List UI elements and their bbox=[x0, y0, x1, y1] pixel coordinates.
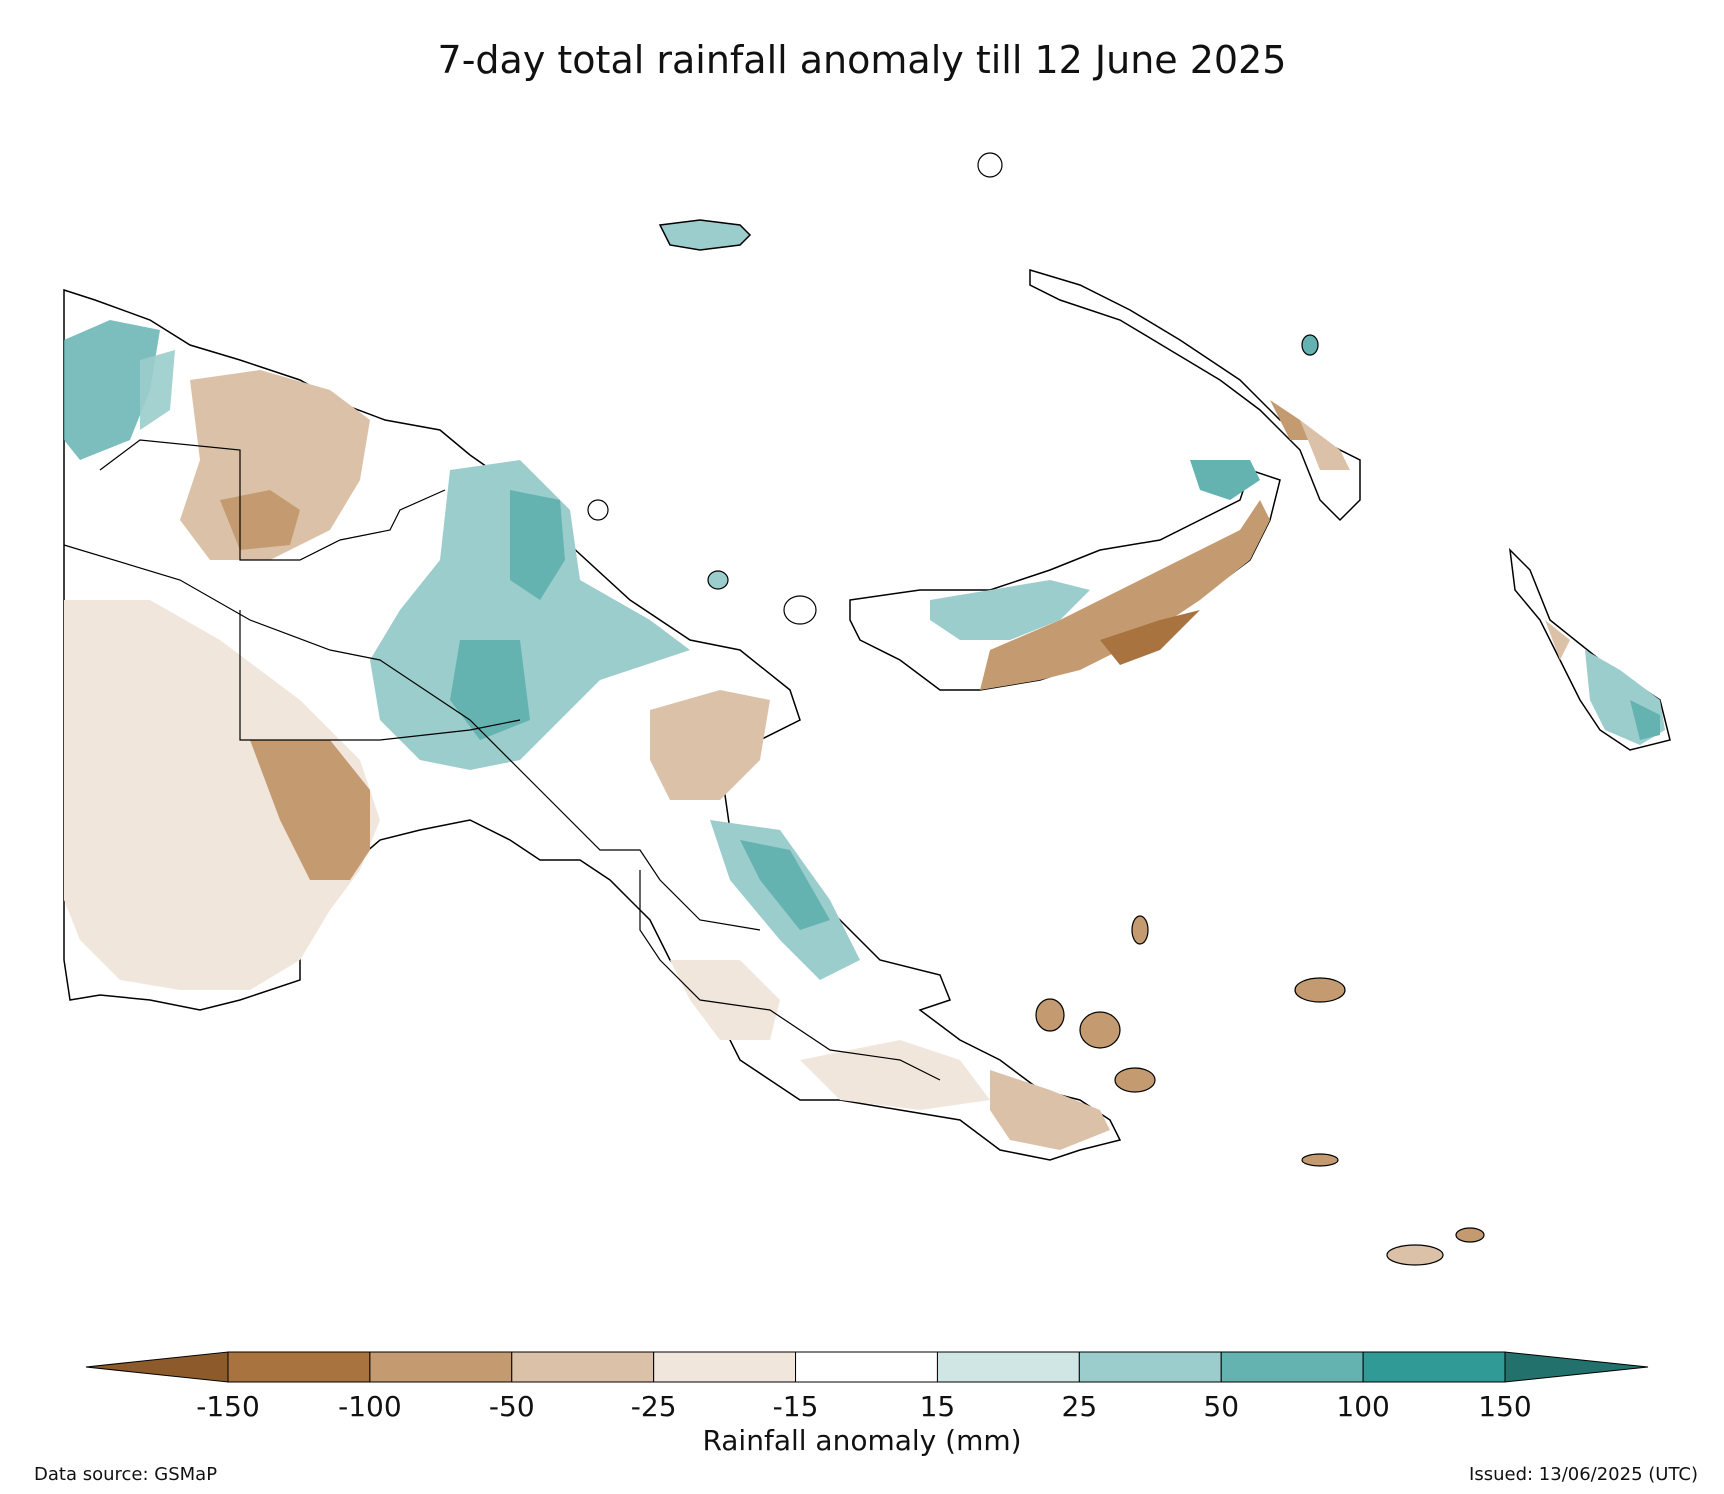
island bbox=[1455, 1227, 1485, 1243]
anomaly-region bbox=[140, 350, 175, 430]
colorbar-segment bbox=[653, 1351, 797, 1383]
colorbar-segment bbox=[369, 1351, 513, 1383]
colorbar-tick-label: 50 bbox=[1203, 1390, 1240, 1423]
colorbar-tick-label: 15 bbox=[919, 1390, 956, 1423]
colorbar-tick-label: -25 bbox=[630, 1390, 677, 1423]
anomaly-region bbox=[990, 1070, 1110, 1150]
anomaly-region bbox=[1190, 460, 1260, 500]
province-border bbox=[99, 439, 446, 561]
colorbar-tick-label: -100 bbox=[338, 1390, 402, 1423]
new-ireland-outline bbox=[1029, 268, 1361, 522]
island bbox=[1035, 998, 1065, 1032]
colorbar-segment bbox=[795, 1351, 938, 1383]
island bbox=[707, 570, 729, 590]
colorbar-segment bbox=[511, 1351, 655, 1383]
anomaly-region bbox=[370, 460, 690, 770]
anomaly-region bbox=[650, 690, 770, 800]
manus-island bbox=[658, 219, 752, 251]
colorbar bbox=[85, 1351, 1649, 1383]
anomaly-region bbox=[930, 580, 1090, 640]
colorbar-extend-high bbox=[1504, 1351, 1649, 1383]
anomaly-region bbox=[250, 740, 370, 880]
new-ireland bbox=[1029, 268, 1361, 522]
anomaly-region bbox=[1100, 610, 1200, 665]
anomaly-region bbox=[510, 490, 565, 600]
colorbar-tick-label: -15 bbox=[772, 1390, 819, 1423]
colorbar-segment bbox=[1078, 1351, 1222, 1383]
province-border bbox=[239, 610, 521, 741]
island bbox=[1114, 1067, 1156, 1093]
island bbox=[977, 152, 1003, 178]
island bbox=[1301, 1153, 1339, 1167]
anomaly-region bbox=[670, 960, 780, 1040]
island bbox=[783, 595, 817, 625]
colorbar-ticks: -150 -100 -50 -25 -15 15 25 50 100 150 bbox=[0, 1390, 1724, 1430]
colorbar-segment bbox=[936, 1351, 1080, 1383]
anomaly-region bbox=[64, 600, 380, 990]
new-britain bbox=[849, 460, 1281, 691]
anomaly-region bbox=[450, 640, 530, 740]
anomaly-region bbox=[1545, 620, 1570, 660]
colorbar-segment bbox=[227, 1351, 371, 1383]
colorbar-extend-low bbox=[85, 1351, 229, 1383]
bougainville-island bbox=[1508, 547, 1671, 751]
island bbox=[1301, 334, 1319, 356]
island bbox=[587, 499, 609, 521]
island bbox=[1386, 1244, 1444, 1266]
island bbox=[1131, 915, 1149, 945]
anomaly-region bbox=[980, 500, 1270, 690]
anomaly-region bbox=[64, 320, 160, 460]
anomaly-region bbox=[740, 840, 830, 930]
mainland-new-guinea bbox=[63, 288, 1122, 1161]
colorbar-tick-label: -50 bbox=[488, 1390, 535, 1423]
colorbar-tick-label: -150 bbox=[196, 1390, 260, 1423]
colorbar-label: Rainfall anomaly (mm) bbox=[702, 1424, 1022, 1457]
colorbar-segment bbox=[1220, 1351, 1364, 1383]
data-source: Data source: GSMaP bbox=[34, 1464, 218, 1485]
province-border bbox=[639, 870, 941, 1081]
colorbar-segment bbox=[1362, 1351, 1506, 1383]
colorbar-tick-label: 100 bbox=[1336, 1390, 1390, 1423]
island bbox=[1079, 1011, 1121, 1049]
manus-outline bbox=[658, 219, 752, 251]
issued-date: Issued: 13/06/2025 (UTC) bbox=[1469, 1464, 1698, 1485]
colorbar-tick-label: 150 bbox=[1478, 1390, 1532, 1423]
anomaly-region bbox=[800, 1040, 990, 1110]
island bbox=[1294, 977, 1346, 1003]
map-title: 7-day total rainfall anomaly till 12 Jun… bbox=[437, 38, 1287, 82]
colorbar-tick-label: 25 bbox=[1061, 1390, 1098, 1423]
anomaly-region bbox=[1270, 400, 1310, 440]
province-border bbox=[63, 544, 761, 931]
anomaly-region bbox=[1630, 700, 1660, 740]
anomaly-region bbox=[1300, 420, 1350, 470]
eastern-islands bbox=[587, 152, 1485, 1266]
